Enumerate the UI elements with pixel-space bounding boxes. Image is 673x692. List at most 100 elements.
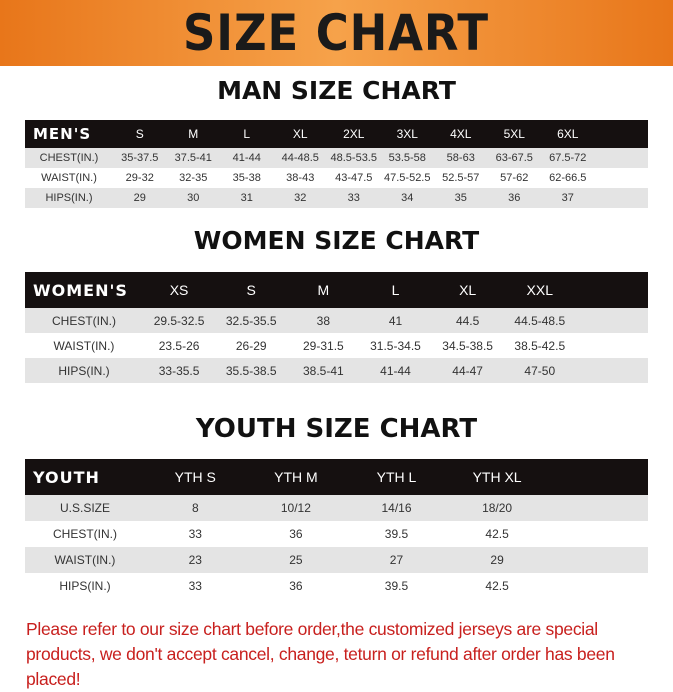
cell-value: 23 xyxy=(145,547,246,573)
cell-value: 67.5-72 xyxy=(541,148,595,168)
men-section-title: MAN SIZE CHART xyxy=(217,76,456,105)
cell-value: 35.5-38.5 xyxy=(215,358,288,383)
header-row: MEN'S S M L XL 2XL 3XL 4XL 5XL 6XL xyxy=(25,120,648,148)
size-header: L xyxy=(220,120,274,148)
table-row: CHEST(IN.) 33 36 39.5 42.5 xyxy=(25,521,648,547)
size-header: YTH XL xyxy=(446,459,548,495)
spacer xyxy=(547,573,648,599)
size-header: S xyxy=(113,120,167,148)
cell-value: 38.5-41 xyxy=(287,358,360,383)
title-banner: SIZE CHART xyxy=(0,0,673,66)
cell-value: 47-50 xyxy=(503,358,576,383)
cell-value: 43-47.5 xyxy=(335,172,373,184)
cell-value: 62-66.5 xyxy=(549,172,587,184)
cell-value: 32 xyxy=(273,188,327,208)
cell-value: 44-48.5 xyxy=(273,148,327,168)
table-row: CHEST(IN.) 35-37.5 37.5-41 41-44 44-48.5 48.5… xyxy=(25,148,648,168)
cell-value: 14/16 xyxy=(346,495,447,521)
table-row: HIPS(IN.) 29 30 31 32 33 34 35 36 37 xyxy=(25,188,648,208)
header-row: WOMEN'S XS S M L XL XXL xyxy=(25,272,648,308)
table-header-label: MEN'S xyxy=(25,120,113,148)
cell-value: 36 xyxy=(289,527,303,541)
cell-value: 29.5-32.5 xyxy=(143,308,216,333)
cell-value: 32.5-35.5 xyxy=(215,308,288,333)
size-header: 5XL xyxy=(487,120,541,148)
cell-value: 38 xyxy=(287,308,360,333)
size-header: M xyxy=(166,120,220,148)
spacer xyxy=(547,495,648,521)
size-header: XL xyxy=(431,272,504,308)
table-row: WAIST(IN.) 23.5-26 26-29 29-31.5 31.5-34.5 34… xyxy=(25,333,648,358)
cell-value: 39.5 xyxy=(384,527,409,541)
cell-value: 8 xyxy=(145,495,246,521)
table-row: HIPS(IN.) 33-35.5 35.5-38.5 38.5-41 41-44 44-… xyxy=(25,358,648,383)
cell-value: 38.5-42.5 xyxy=(514,338,566,353)
cell-value: 29-32 xyxy=(125,172,154,184)
cell-value: 42.5 xyxy=(485,527,509,541)
row-label: WAIST(IN.) xyxy=(41,172,97,184)
cell-value: 29 xyxy=(446,547,548,573)
cell-value: 35-38 xyxy=(232,172,261,184)
cell-value: 44.5 xyxy=(431,308,504,333)
spacer xyxy=(575,358,648,383)
spacer xyxy=(575,272,648,308)
cell-value: 37.5-41 xyxy=(166,148,220,168)
row-label: HIPS(IN.) xyxy=(25,358,143,383)
cell-value: 33 xyxy=(188,579,202,593)
size-header: 4XL xyxy=(434,120,488,148)
cell-value: 18/20 xyxy=(446,495,548,521)
cell-value: 32-35 xyxy=(179,172,208,184)
cell-value: 33-35.5 xyxy=(143,358,216,383)
women-size-table: WOMEN'S XS S M L XL XXL CHEST(IN.) 29.5-32.5 32.5… xyxy=(25,272,648,383)
cell-value: 34 xyxy=(380,188,434,208)
spacer xyxy=(547,521,648,547)
size-header: XS xyxy=(143,272,216,308)
spacer xyxy=(576,333,648,358)
size-header: YTH M xyxy=(245,459,347,495)
spacer xyxy=(547,547,648,573)
table-row: HIPS(IN.) 33 36 39.5 42.5 xyxy=(25,573,648,599)
row-label: HIPS(IN.) xyxy=(59,579,111,593)
cell-value: 35 xyxy=(434,188,488,208)
spacer xyxy=(575,308,648,333)
table-row: CHEST(IN.) 29.5-32.5 32.5-35.5 38 41 44.5 44.5… xyxy=(25,308,648,333)
cell-value: 47.5-52.5 xyxy=(384,172,431,184)
size-header: M xyxy=(287,272,360,308)
spacer xyxy=(547,459,648,495)
size-header: XL xyxy=(273,120,327,148)
row-label: CHEST(IN.) xyxy=(53,527,117,541)
cell-value: 42.5 xyxy=(485,579,509,593)
cell-value: 41-44 xyxy=(220,148,274,168)
cell-value: 27 xyxy=(346,547,447,573)
table-header-label: WOMEN'S xyxy=(25,272,143,308)
spacer xyxy=(595,168,649,188)
cell-value: 48.5-53.5 xyxy=(327,148,381,168)
size-header: 6XL xyxy=(541,120,595,148)
size-header: S xyxy=(215,272,288,308)
cell-value: 41 xyxy=(359,308,432,333)
header-row: YOUTH YTH S YTH M YTH L YTH XL xyxy=(25,459,648,495)
spacer xyxy=(594,120,648,148)
size-header: YTH L xyxy=(346,459,447,495)
cell-value: 34.5-38.5 xyxy=(442,338,493,353)
size-header: 2XL xyxy=(327,120,381,148)
cell-value: 10/12 xyxy=(245,495,347,521)
cell-value: 57-62 xyxy=(500,172,529,184)
row-label: CHEST(IN.) xyxy=(25,308,143,333)
table-header-label: YOUTH xyxy=(25,459,145,495)
cell-value: 26-29 xyxy=(235,338,267,353)
cell-value: 39.5 xyxy=(384,579,409,593)
order-notice: Please refer to our size chart before or… xyxy=(26,619,615,689)
spacer xyxy=(594,188,648,208)
cell-value: 58-63 xyxy=(434,148,488,168)
men-size-table: MEN'S S M L XL 2XL 3XL 4XL 5XL 6XL CHEST(IN.) 35-37… xyxy=(25,120,648,208)
cell-value: 29-31.5 xyxy=(303,338,344,353)
size-header: YTH S xyxy=(145,459,246,495)
row-label: WAIST(IN.) xyxy=(25,547,145,573)
size-header: L xyxy=(359,272,432,308)
size-header: XXL xyxy=(503,272,576,308)
row-label: WAIST(IN.) xyxy=(53,338,115,353)
spacer xyxy=(594,148,648,168)
youth-section-title: YOUTH SIZE CHART xyxy=(195,414,478,444)
cell-value: 63-67.5 xyxy=(487,148,541,168)
